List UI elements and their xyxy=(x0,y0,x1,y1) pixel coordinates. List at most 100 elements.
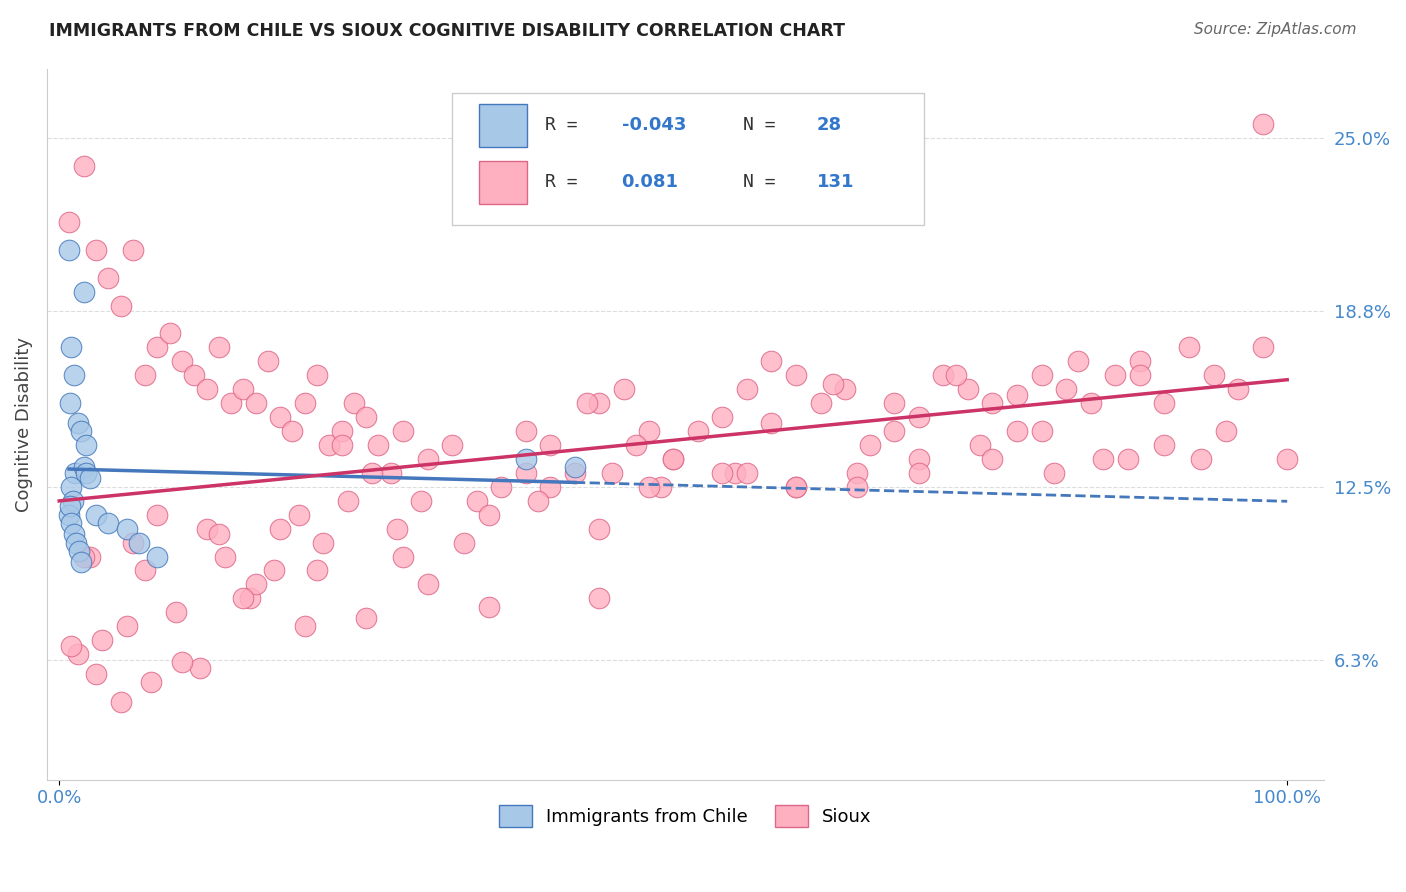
Text: R =: R = xyxy=(546,173,589,191)
Point xyxy=(73,159,96,173)
Point xyxy=(63,527,86,541)
Point xyxy=(59,396,82,410)
Point xyxy=(1031,424,1053,438)
Point xyxy=(810,396,832,410)
Point xyxy=(711,466,734,480)
Point xyxy=(128,535,150,549)
Point xyxy=(515,451,537,466)
Point xyxy=(66,416,89,430)
Point xyxy=(686,424,709,438)
Point xyxy=(1080,396,1102,410)
Point xyxy=(761,416,783,430)
Point xyxy=(883,424,905,438)
Point xyxy=(146,340,169,354)
Point xyxy=(564,460,586,475)
Point xyxy=(219,396,242,410)
Point xyxy=(84,508,107,522)
Point xyxy=(79,471,101,485)
Point xyxy=(63,368,86,383)
Point xyxy=(60,516,83,530)
Point xyxy=(1054,382,1077,396)
Y-axis label: Cognitive Disability: Cognitive Disability xyxy=(15,336,32,512)
Point xyxy=(66,647,89,661)
Point xyxy=(170,656,193,670)
Point xyxy=(392,424,415,438)
Point xyxy=(1189,451,1212,466)
Point xyxy=(478,599,501,614)
Point xyxy=(686,173,709,187)
Point xyxy=(478,508,501,522)
Point xyxy=(907,466,929,480)
Point xyxy=(134,368,156,383)
Point xyxy=(491,480,513,494)
Point xyxy=(195,382,218,396)
Point xyxy=(588,396,610,410)
Point xyxy=(281,424,304,438)
Point xyxy=(84,243,107,257)
Point xyxy=(336,493,359,508)
Point xyxy=(785,480,807,494)
Point xyxy=(846,466,869,480)
Point xyxy=(257,354,280,368)
Point xyxy=(613,382,636,396)
Point xyxy=(245,396,267,410)
Point xyxy=(91,633,114,648)
Point xyxy=(465,493,488,508)
Point xyxy=(1005,388,1028,402)
Point xyxy=(60,340,83,354)
Point xyxy=(1153,438,1175,452)
Point xyxy=(515,466,537,480)
Text: R =: R = xyxy=(546,116,589,134)
Point xyxy=(287,508,309,522)
Point xyxy=(330,438,353,452)
Point xyxy=(821,376,844,391)
Bar xyxy=(478,104,527,147)
FancyBboxPatch shape xyxy=(451,94,924,225)
Point xyxy=(411,493,433,508)
Point xyxy=(945,368,967,383)
Point xyxy=(73,285,96,299)
Point xyxy=(60,639,83,653)
Point xyxy=(190,661,212,675)
Point xyxy=(294,619,316,633)
Point xyxy=(711,131,734,145)
Point xyxy=(1178,340,1201,354)
Point xyxy=(305,564,328,578)
Point xyxy=(859,438,882,452)
Point xyxy=(60,480,83,494)
Point xyxy=(538,438,561,452)
Point xyxy=(735,382,758,396)
Text: 131: 131 xyxy=(817,173,855,191)
Point xyxy=(564,466,586,480)
Point xyxy=(527,493,550,508)
Point xyxy=(208,527,231,541)
Point xyxy=(318,438,340,452)
Point xyxy=(238,591,260,606)
Point xyxy=(208,340,231,354)
Point xyxy=(305,368,328,383)
Point xyxy=(73,460,96,475)
Point xyxy=(453,535,475,549)
Point xyxy=(59,500,82,514)
Point xyxy=(183,368,205,383)
Point xyxy=(650,480,672,494)
Text: 28: 28 xyxy=(817,116,842,134)
Point xyxy=(416,451,439,466)
Point xyxy=(1153,396,1175,410)
Point xyxy=(956,382,979,396)
Point xyxy=(79,549,101,564)
Point xyxy=(354,611,377,625)
Text: N =: N = xyxy=(742,116,786,134)
Point xyxy=(735,466,758,480)
Point xyxy=(576,396,599,410)
Point xyxy=(1091,451,1114,466)
Point xyxy=(110,694,132,708)
Point xyxy=(65,535,87,549)
Point xyxy=(62,493,84,508)
Point xyxy=(834,382,856,396)
Point xyxy=(1031,368,1053,383)
Point xyxy=(723,466,745,480)
Point xyxy=(1202,368,1225,383)
Point xyxy=(907,410,929,425)
Point xyxy=(97,270,120,285)
